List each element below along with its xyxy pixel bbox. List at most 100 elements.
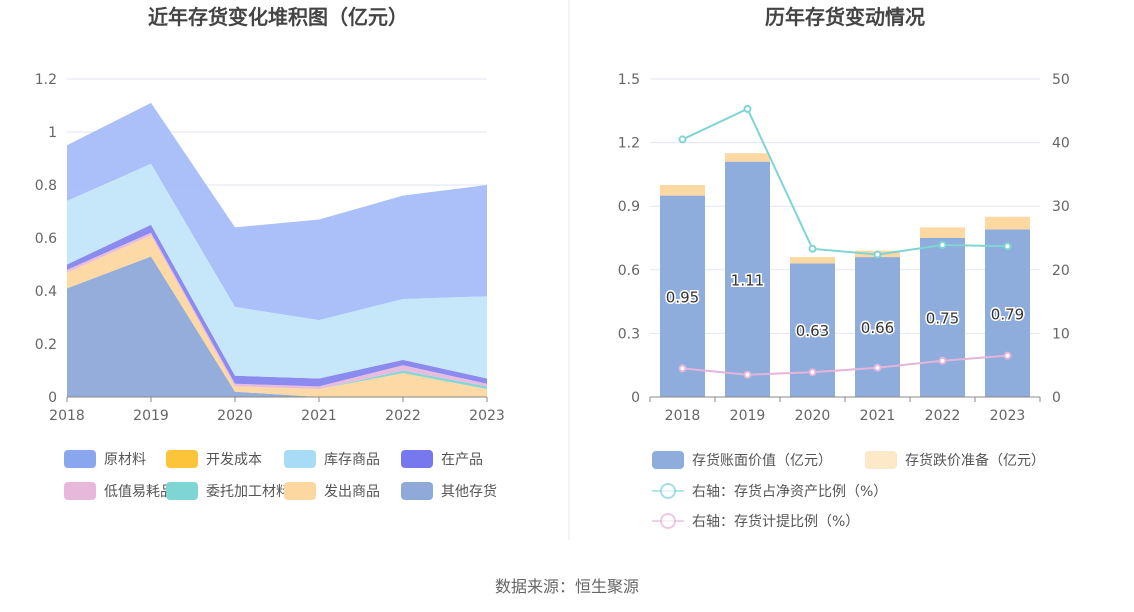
left-x-tick-label: 2023	[469, 408, 505, 424]
area-series-在产品	[67, 224, 487, 387]
line-point-2018	[678, 135, 687, 144]
legend-label-委托加工材料: 委托加工材料	[206, 484, 290, 500]
area-series-库存商品	[67, 163, 487, 379]
bar-impairment-2023	[985, 216, 1030, 230]
legend-swatch-委托加工材料	[166, 482, 198, 500]
area-series-发出商品	[67, 235, 487, 397]
right-x-tick-label: 2022	[925, 408, 961, 424]
left-x-tick-label: 2020	[217, 408, 253, 424]
bar-book-value-2022	[920, 238, 965, 397]
legend-label-原材料: 原材料	[104, 452, 146, 468]
legend-label-net-asset-ratio: 右轴：存货占净资产比例（%）	[692, 483, 887, 500]
bar-value-label-2021: 0.66	[861, 319, 894, 337]
right-y-tick-label: 0.6	[618, 263, 640, 279]
bar-impairment-2022	[920, 227, 965, 238]
bar-impairment-2018	[660, 185, 705, 196]
right-x-tick-label: 2018	[665, 408, 701, 424]
bar-impairment-2019	[725, 153, 770, 162]
right-chart-title: 历年存货变动情况	[765, 5, 925, 29]
bar-book-value-2023	[985, 229, 1030, 397]
right-y2-tick-label: 0	[1052, 390, 1061, 406]
line-series-net-asset-ratio	[682, 107, 1008, 256]
right-x-tick-label: 2020	[795, 408, 831, 424]
right-x-tick-label: 2023	[990, 408, 1026, 424]
bar-value-label-2019: 1.11	[731, 271, 764, 289]
legend-swatch-其他存货	[401, 482, 433, 500]
line-point-2019	[743, 370, 752, 379]
left-y-tick-label: 0	[48, 390, 57, 406]
legend-label-开发成本: 开发成本	[206, 452, 262, 468]
left-y-tick-label: 0.2	[35, 337, 57, 353]
legend-label-book-value: 存货账面价值（亿元）	[692, 452, 832, 469]
left-x-tick-label: 2021	[301, 408, 337, 424]
right-y2-tick-label: 50	[1052, 72, 1070, 88]
legend-swatch-原材料	[64, 450, 96, 468]
bar-value-label-2020: 0.63	[796, 322, 829, 340]
right-x-tick-label: 2021	[860, 408, 896, 424]
right-y2-tick-label: 10	[1052, 326, 1070, 342]
data-source-note: 数据来源：恒生聚源	[495, 577, 639, 596]
legend-label-低值易耗品: 低值易耗品	[104, 484, 174, 500]
legend-label-其他存货: 其他存货	[441, 483, 497, 500]
legend-label-发出商品: 发出商品	[324, 484, 380, 500]
right-y2-tick-label: 40	[1052, 136, 1070, 152]
right-y-tick-label: 1.5	[618, 72, 640, 88]
line-point-2021	[873, 363, 882, 372]
line-point-2023	[1003, 351, 1012, 360]
line-point-2021	[873, 250, 882, 259]
right-y-tick-label: 0	[631, 390, 640, 406]
legend-swatch-在产品	[401, 450, 433, 468]
legend-label-库存商品: 库存商品	[324, 452, 380, 468]
left-y-tick-label: 0.6	[35, 231, 57, 247]
bar-book-value-2021	[855, 257, 900, 397]
legend-marker-impairment-ratio	[660, 513, 676, 529]
line-point-2022	[938, 240, 947, 249]
bar-book-value-2019	[725, 161, 770, 397]
right-y2-tick-label: 20	[1052, 263, 1070, 279]
legend-swatch-book-value	[652, 451, 684, 469]
left-x-tick-label: 2018	[49, 408, 85, 424]
line-series-impairment-ratio	[682, 354, 1008, 376]
legend-swatch-发出商品	[284, 482, 316, 500]
left-x-tick-label: 2022	[385, 408, 421, 424]
left-y-tick-label: 0.4	[35, 284, 57, 300]
legend-label-impairment: 存货跌价准备（亿元）	[905, 452, 1045, 469]
left-x-tick-label: 2019	[133, 408, 169, 424]
right-y-tick-label: 1.2	[618, 136, 640, 152]
left-chart-title: 近年存货变化堆积图（亿元）	[148, 5, 408, 29]
left-y-tick-label: 1.2	[35, 72, 57, 88]
line-point-2023	[1003, 242, 1012, 251]
bar-book-value-2018	[660, 195, 705, 397]
left-y-tick-label: 1	[48, 125, 57, 141]
line-point-2020	[808, 244, 817, 253]
bar-value-label-2023: 0.79	[991, 305, 1024, 323]
line-point-2022	[938, 356, 947, 365]
legend-swatch-impairment	[865, 451, 897, 469]
left-y-tick-label: 0.8	[35, 178, 57, 194]
area-series-其他存货	[67, 256, 487, 397]
legend-marker-net-asset-ratio	[660, 483, 676, 499]
legend-label-在产品: 在产品	[441, 452, 483, 468]
legend-swatch-库存商品	[284, 450, 316, 468]
bar-impairment-2020	[790, 257, 835, 264]
line-point-2019	[743, 104, 752, 113]
area-series-低值易耗品	[67, 232, 487, 390]
legend-label-impairment-ratio: 右轴：存货计提比例（%）	[692, 513, 859, 530]
right-y-tick-label: 0.9	[618, 199, 640, 215]
bar-value-label-2022: 0.75	[926, 310, 959, 328]
line-point-2020	[808, 368, 817, 377]
right-x-tick-label: 2019	[730, 408, 766, 424]
right-bar-line-chart: 0 0.3 0.6 0.9 1.2 1.5 0 10 20 30 40 50 0.95 1.11 0.63 0…	[618, 72, 1070, 424]
area-series-原材料	[67, 102, 487, 321]
left-stacked-area-chart: 0 0.2 0.4 0.6 0.8 1 1.2 2018 2019 2020 2021 2022 202…	[35, 72, 505, 424]
legend-swatch-开发成本	[166, 450, 198, 468]
right-y-tick-label: 0.3	[618, 326, 640, 342]
right-y2-tick-label: 30	[1052, 199, 1070, 215]
right-chart-legend: 存货账面价值（亿元） 存货跌价准备（亿元） 右轴：存货占净资产比例（%） 右轴：存货计…	[652, 451, 1045, 530]
legend-swatch-低值易耗品	[64, 482, 96, 500]
line-point-2018	[678, 364, 687, 373]
bar-value-label-2018: 0.95	[666, 288, 699, 306]
